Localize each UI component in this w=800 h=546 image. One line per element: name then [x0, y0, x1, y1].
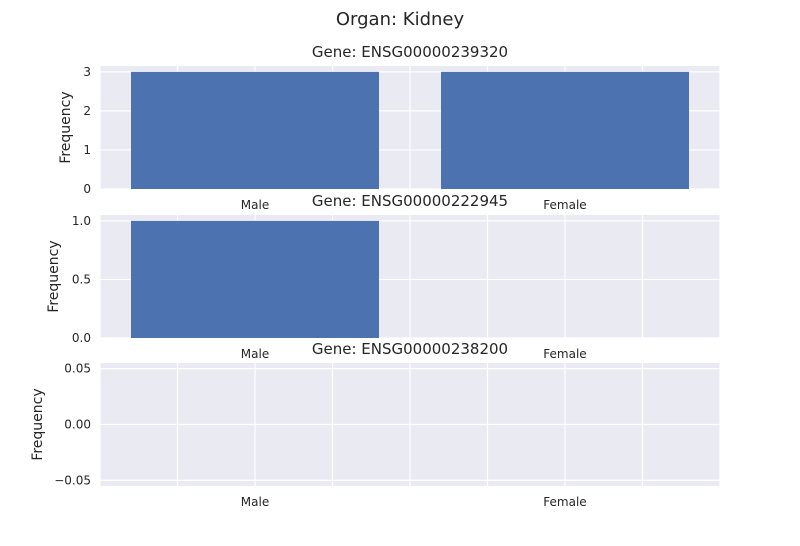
bar-male: [131, 71, 379, 189]
y-tick-label: 0.05: [64, 362, 91, 376]
x-tick-label: Female: [543, 198, 586, 212]
panel-3: −0.05 0.00 0.05 Male Female Gene: ENSG0000023…: [30, 340, 721, 509]
x-tick-label: Female: [543, 495, 586, 509]
y-tick-label: 2: [83, 104, 91, 118]
x-tick-label: Male: [241, 347, 269, 361]
panels: 0 1 2 3 Male Female Gene: ENSG00000239320 Frequ…: [30, 43, 721, 509]
y-tick-label: 3: [83, 65, 91, 79]
y-tick-label: −0.05: [54, 473, 91, 487]
y-tick-label: 1: [83, 143, 91, 157]
figure-suptitle: Organ: Kidney: [336, 9, 465, 30]
x-tick-label: Female: [543, 347, 586, 361]
panel-title: Gene: ENSG00000239320: [312, 43, 508, 61]
panel-1: 0 1 2 3 Male Female Gene: ENSG00000239320 Frequ…: [58, 43, 721, 212]
y-tick-label: 0.0: [72, 331, 91, 345]
y-axis-label: Frequency: [58, 91, 74, 163]
panel-title: Gene: ENSG00000238200: [312, 340, 508, 358]
y-tick-label: 0: [83, 182, 91, 196]
y-tick-label: 0.00: [64, 418, 91, 432]
y-axis-label: Frequency: [46, 240, 62, 312]
x-tick-label: Male: [241, 495, 269, 509]
x-tick-label: Male: [241, 198, 269, 212]
bar-female: [441, 71, 689, 189]
y-tick-label: 1.0: [72, 214, 91, 228]
y-axis-label: Frequency: [30, 388, 46, 460]
bar-male: [131, 220, 379, 338]
y-tick-label: 0.5: [72, 272, 91, 286]
panel-title: Gene: ENSG00000222945: [312, 192, 508, 210]
panel-2: 0.0 0.5 1.0 Male Female Gene: ENSG00000222945…: [46, 192, 721, 361]
